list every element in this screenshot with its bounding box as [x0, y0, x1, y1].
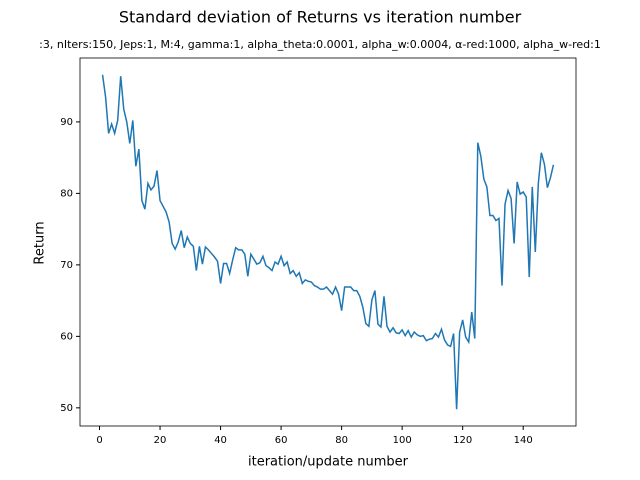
y-tick-label: 50 — [60, 403, 73, 414]
x-tick-label: 0 — [96, 435, 102, 446]
x-tick-label: 120 — [453, 435, 472, 446]
x-tick-label: 20 — [154, 435, 167, 446]
x-axis-label: iteration/update number — [248, 455, 409, 470]
x-tick-label: 40 — [214, 435, 227, 446]
x-tick-label: 140 — [514, 435, 533, 446]
data-line — [101, 74, 555, 410]
y-tick-label: 80 — [60, 188, 73, 199]
y-tick-label: 90 — [60, 117, 73, 128]
y-tick-label: 70 — [60, 260, 73, 271]
chart-subtitle: :3, nIters:150, Jeps:1, M:4, gamma:1, al… — [39, 38, 601, 51]
x-tick-label: 80 — [335, 435, 348, 446]
plot-frame — [79, 57, 577, 427]
y-axis-label: Return — [33, 221, 48, 264]
chart-title: Standard deviation of Returns vs iterati… — [119, 8, 522, 27]
x-tick-label: 100 — [393, 435, 412, 446]
y-tick-label: 60 — [60, 331, 73, 342]
x-tick-label: 60 — [275, 435, 288, 446]
